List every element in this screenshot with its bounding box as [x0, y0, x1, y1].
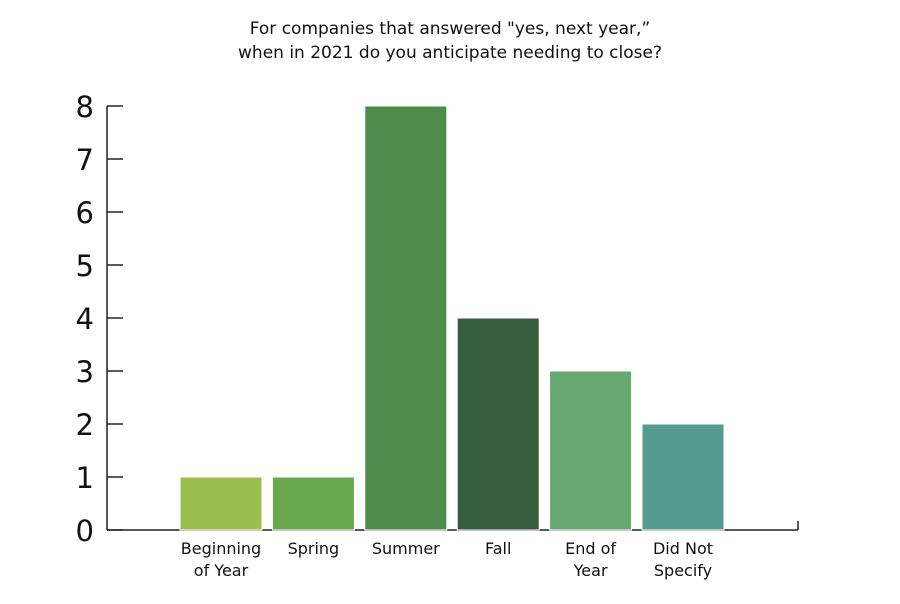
x-axis-labels: Beginning of Year Spring Summer Fall End of Ye… [181, 539, 713, 580]
x-tick-label-line: End of [565, 539, 616, 558]
x-tick-label: Spring [288, 539, 340, 558]
bar-1 [271, 476, 355, 531]
x-tick-label: Fall [485, 539, 511, 558]
x-tick-label-line: Specify [654, 561, 712, 580]
x-tick-label-line: Did Not [653, 539, 713, 558]
x-tick-label: End of Year [565, 539, 616, 580]
x-tick-label: Summer [372, 539, 440, 558]
y-tick-label: 4 [76, 302, 94, 336]
x-tick-label: Beginning of Year [181, 539, 261, 580]
y-tick-label: 0 [76, 514, 94, 548]
bar-5 [641, 423, 725, 531]
y-tick-label: 1 [76, 461, 94, 495]
bar-3 [456, 317, 540, 531]
y-tick-label: 2 [76, 408, 94, 442]
x-tick-label-line: Spring [288, 539, 340, 558]
chart-title-line-1: For companies that answered "yes, next y… [250, 19, 651, 39]
y-axis-ticks: 0 1 2 3 4 5 6 7 8 [76, 90, 123, 548]
y-tick-label: 3 [76, 355, 94, 389]
x-tick-label: Did Not Specify [653, 539, 713, 580]
y-tick-label: 6 [76, 196, 94, 230]
bar-0 [179, 476, 263, 531]
bar-2 [364, 105, 448, 531]
chart-title: For companies that answered "yes, next y… [238, 19, 662, 63]
y-tick-label: 5 [76, 249, 94, 283]
x-tick-label-line: Year [573, 561, 608, 580]
x-tick-label-line: Fall [485, 539, 511, 558]
bars [179, 105, 725, 531]
chart-title-line-2: when in 2021 do you anticipate needing t… [238, 43, 662, 63]
bar-4 [549, 370, 633, 531]
x-tick-label-line: of Year [194, 561, 249, 580]
y-tick-label: 7 [76, 143, 94, 177]
y-tick-label: 8 [76, 90, 94, 124]
x-tick-label-line: Beginning [181, 539, 261, 558]
x-tick-label-line: Summer [372, 539, 440, 558]
